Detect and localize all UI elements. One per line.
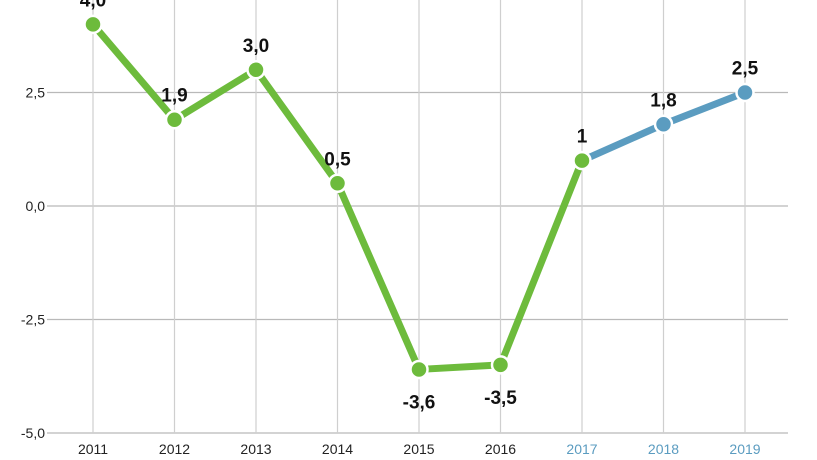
x-axis-ticks: 2011 2012 2013 2014 2015 2016 2017 2018 2019 — [78, 441, 761, 457]
data-label: -3,6 — [403, 392, 436, 413]
data-point — [490, 355, 511, 375]
y-axis-ticks: 2,5 0,0 -2,5 -5,0 — [21, 85, 45, 442]
x-tick-label: 2016 — [485, 441, 516, 457]
y-tick-label: 2,5 — [26, 85, 46, 101]
data-label: 3,0 — [243, 36, 269, 57]
x-tick-label: 2014 — [322, 441, 353, 457]
x-tick-label: 2017 — [566, 441, 597, 457]
data-point — [327, 173, 348, 194]
y-tick-label: -2,5 — [21, 312, 45, 328]
x-tick-label: 2019 — [729, 441, 760, 457]
data-label: 1,9 — [161, 86, 187, 107]
data-label: 4,0 — [80, 0, 106, 11]
x-tick-label: 2018 — [648, 441, 679, 457]
data-point — [164, 109, 185, 130]
data-labels: 4,0 1,9 3,0 0,5 -3,6 -3,5 1 1,8 2,5 — [80, 0, 759, 413]
data-label: 1 — [577, 127, 588, 148]
data-label: 2,5 — [732, 59, 759, 80]
data-point — [83, 14, 103, 35]
y-tick-label: -5,0 — [21, 425, 45, 441]
x-tick-label: 2015 — [403, 441, 434, 457]
data-label: 0,5 — [324, 149, 351, 170]
data-label: -3,5 — [484, 388, 517, 409]
x-tick-label: 2012 — [159, 441, 190, 457]
y-tick-label: 0,0 — [26, 198, 46, 214]
x-tick-label: 2013 — [240, 441, 271, 457]
series-points — [83, 14, 755, 380]
data-point — [572, 150, 592, 171]
data-point — [409, 359, 429, 380]
data-label: 1,8 — [650, 90, 676, 111]
x-tick-label: 2011 — [78, 441, 108, 457]
data-point — [735, 82, 755, 103]
grid-lines — [47, 0, 788, 434]
data-point — [653, 114, 674, 135]
data-point — [246, 60, 266, 80]
